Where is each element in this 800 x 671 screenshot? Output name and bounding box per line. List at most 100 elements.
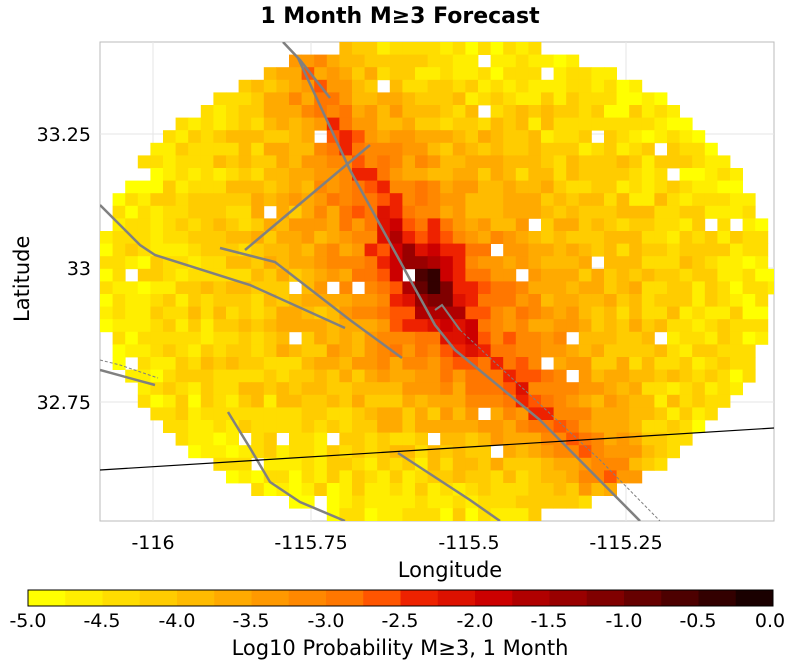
grid-cell	[326, 457, 340, 471]
grid-cell	[490, 105, 504, 118]
grid-cell	[289, 394, 302, 408]
grid-cell	[604, 142, 617, 156]
grid-cell	[440, 130, 454, 144]
grid-cell	[578, 306, 592, 320]
grid-cell	[503, 130, 517, 144]
grid-cell	[427, 382, 441, 396]
grid-cell	[692, 168, 706, 181]
grid-cell	[188, 294, 202, 307]
grid-cell	[389, 67, 403, 81]
grid-cell	[452, 117, 466, 131]
grid-cell	[503, 92, 517, 106]
grid-cell	[427, 117, 441, 131]
grid-cell	[339, 130, 353, 144]
grid-cell	[578, 407, 592, 421]
grid-cell	[200, 155, 214, 169]
grid-cell	[364, 357, 378, 370]
grid-cell	[490, 357, 504, 370]
grid-cell	[289, 470, 302, 484]
grid-cell	[352, 193, 365, 207]
grid-cell	[591, 142, 605, 156]
grid-cell	[641, 256, 655, 270]
grid-cell	[163, 382, 176, 396]
grid-cell	[654, 382, 668, 396]
grid-cell	[553, 142, 567, 156]
grid-cell	[478, 218, 491, 232]
grid-cell	[667, 155, 680, 169]
grid-cell	[440, 420, 454, 433]
grid-cell	[125, 331, 139, 345]
grid-cell	[352, 306, 365, 320]
grid-cell	[503, 394, 517, 408]
grid-cell	[364, 130, 378, 144]
grid-cell	[289, 105, 302, 118]
grid-cell	[452, 130, 466, 144]
grid-cell	[465, 168, 479, 181]
grid-cell	[339, 394, 353, 408]
grid-cell	[352, 382, 365, 396]
grid-cell	[352, 445, 365, 459]
grid-cell	[175, 357, 189, 370]
grid-cell	[528, 130, 542, 144]
grid-cell	[200, 281, 214, 295]
grid-cell	[553, 306, 567, 320]
grid-cell	[402, 231, 416, 244]
y-tick-label: 32.75	[37, 392, 91, 414]
grid-cell	[654, 394, 668, 408]
grid-cell	[415, 470, 428, 484]
grid-cell	[641, 92, 655, 106]
grid-cell	[314, 432, 328, 446]
grid-cell	[478, 294, 491, 307]
grid-cell	[415, 243, 428, 257]
grid-cell	[604, 319, 617, 333]
grid-cell	[641, 432, 655, 446]
grid-cell	[339, 508, 353, 521]
x-axis: -116 -115.75 -115.5 -115.25	[131, 532, 662, 554]
colorbar-tick-label: -0.5	[679, 610, 716, 632]
grid-cell	[578, 193, 592, 207]
grid-cell	[541, 180, 554, 194]
grid-cell	[667, 218, 680, 232]
grid-cell	[427, 130, 441, 144]
grid-cell	[478, 155, 491, 169]
grid-cell	[314, 319, 328, 333]
grid-cell	[755, 331, 769, 345]
grid-cell	[629, 231, 643, 244]
grid-cell	[314, 483, 328, 496]
grid-cell	[566, 407, 580, 421]
grid-cell	[238, 382, 252, 396]
grid-cell	[692, 357, 706, 370]
grid-cell	[364, 470, 378, 484]
grid-cell	[679, 420, 693, 433]
grid-cell	[654, 357, 668, 370]
grid-cell	[717, 268, 731, 282]
grid-cell	[226, 130, 239, 144]
grid-cell	[528, 142, 542, 156]
grid-cell	[717, 369, 731, 383]
grid-cell	[591, 319, 605, 333]
grid-cell	[604, 331, 617, 345]
grid-cell	[301, 168, 315, 181]
grid-cell	[377, 155, 391, 169]
grid-cell	[465, 344, 479, 358]
grid-cell	[289, 382, 302, 396]
grid-cell	[263, 394, 277, 408]
grid-cell	[326, 268, 340, 282]
grid-cell	[616, 369, 630, 383]
grid-cell	[717, 382, 731, 396]
grid-cell	[377, 193, 391, 207]
grid-cell	[200, 420, 214, 433]
grid-cell	[326, 79, 340, 93]
grid-cell	[515, 168, 529, 181]
grid-cell	[276, 218, 290, 232]
grid-cell	[276, 142, 290, 156]
grid-cell	[515, 105, 529, 118]
grid-cell	[251, 483, 265, 496]
grid-cell	[578, 281, 592, 295]
grid-cell	[364, 281, 378, 295]
grid-cell	[112, 256, 126, 270]
grid-cell	[541, 382, 554, 396]
colorbar-tick-label: -3.5	[232, 610, 269, 632]
grid-cell	[755, 306, 769, 320]
grid-cell	[415, 92, 428, 106]
